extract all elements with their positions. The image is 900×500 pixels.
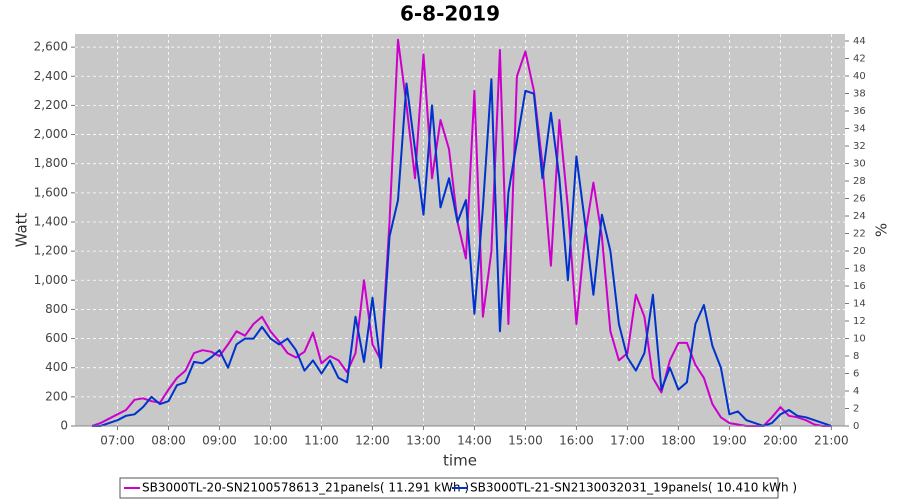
x-tick-label: 15:00 [508, 434, 543, 448]
y-tick-label: 1,000 [34, 273, 68, 287]
y-tick-label: 2,200 [34, 98, 68, 112]
x-tick-label: 21:00 [814, 434, 849, 448]
legend-label: SB3000TL-20-SN2100578613_21panels( 11.29… [142, 481, 469, 495]
y-tick-label: 2,600 [34, 40, 68, 54]
x-tick-label: 13:00 [406, 434, 441, 448]
y2-tick-label: 44 [853, 36, 866, 47]
x-tick-label: 10:00 [253, 434, 288, 448]
y2-tick-label: 10 [853, 334, 866, 345]
legend [119, 477, 779, 499]
x-tick-label: 18:00 [661, 434, 696, 448]
y2-axis-label: % [873, 223, 891, 237]
x-tick-label: 07:00 [100, 434, 135, 448]
series-line [92, 78, 832, 427]
x-tick-label: 14:00 [457, 434, 492, 448]
y-tick-label: 1,800 [34, 156, 68, 170]
x-axis-label: time [443, 452, 477, 470]
y2-tick-label: 38 [853, 89, 866, 100]
y2-tick-label: 22 [853, 229, 866, 240]
y2-tick-label: 2 [853, 404, 859, 415]
x-tick-label: 20:00 [763, 434, 798, 448]
y2-tick-label: 6 [853, 369, 859, 380]
y2-tick-label: 28 [853, 176, 866, 187]
y2-tick-label: 24 [853, 211, 866, 222]
y-axis-label: Watt [13, 212, 31, 247]
y2-tick-label: 14 [853, 299, 866, 310]
y2-tick-label: 12 [853, 316, 866, 327]
y2-tick-label: 42 [853, 54, 866, 65]
y-tick-label: 800 [45, 302, 68, 316]
x-tick-label: 08:00 [151, 434, 186, 448]
y2-tick-label: 26 [853, 194, 866, 205]
y-tick-label: 0 [60, 419, 68, 433]
legend-label: SB3000TL-21-SN2130032031_19panels( 10.41… [470, 481, 797, 495]
y2-tick-label: 16 [853, 281, 866, 292]
y-tick-label: 200 [45, 389, 68, 403]
y2-tick-label: 0 [853, 421, 859, 432]
x-tick-label: 11:00 [304, 434, 339, 448]
y-tick-label: 2,000 [34, 127, 68, 141]
y-tick-label: 1,600 [34, 185, 68, 199]
y-tick-label: 600 [45, 331, 68, 345]
x-tick-label: 09:00 [202, 434, 237, 448]
y-tick-label: 1,400 [34, 214, 68, 228]
x-tick-label: 16:00 [559, 434, 594, 448]
y2-tick-label: 4 [853, 386, 859, 397]
x-tick-label: 17:00 [610, 434, 645, 448]
y2-tick-label: 34 [853, 124, 866, 135]
y2-tick-label: 30 [853, 159, 866, 170]
y-tick-label: 2,400 [34, 69, 68, 83]
x-tick-label: 12:00 [355, 434, 390, 448]
y2-tick-label: 40 [853, 71, 866, 82]
y2-tick-label: 8 [853, 351, 859, 362]
y2-tick-label: 20 [853, 246, 866, 257]
y2-tick-label: 18 [853, 264, 866, 275]
y-tick-label: 400 [45, 360, 68, 374]
chart-title: 6-8-2019 [400, 2, 500, 26]
y-tick-label: 1,200 [34, 244, 68, 258]
y2-tick-label: 36 [853, 106, 866, 117]
x-tick-label: 19:00 [712, 434, 747, 448]
y2-tick-label: 32 [853, 141, 866, 152]
